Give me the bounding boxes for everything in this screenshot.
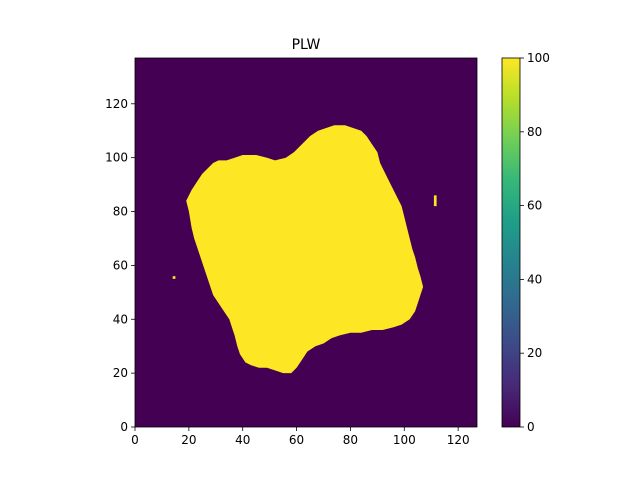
y-tick-label: 80	[113, 205, 128, 219]
heatmap-extra-pixels	[172, 195, 437, 279]
y-tick-label: 100	[105, 151, 128, 165]
colorbar-tick-label: 100	[527, 51, 550, 65]
y-tick-label: 0	[120, 420, 128, 434]
colorbar-ticks: 0 20 40 60 80 100	[520, 51, 550, 434]
colorbar-frame	[501, 57, 521, 428]
x-tick-label: 20	[181, 433, 196, 447]
colorbar: 0 20 40 60 80 100	[501, 51, 550, 434]
x-tick-label: 120	[447, 433, 470, 447]
heatmap-pixel-1	[433, 195, 437, 207]
y-axis: 0 20 40 60 80 100 120	[105, 97, 135, 434]
x-tick-label: 80	[343, 433, 358, 447]
colorbar-tick-label: 60	[527, 199, 542, 213]
y-tick-label: 60	[113, 258, 128, 272]
colorbar-tick-label: 80	[527, 125, 542, 139]
x-tick-label: 60	[289, 433, 304, 447]
plot-frame	[134, 57, 478, 428]
x-tick-label: 100	[393, 433, 416, 447]
y-tick-label: 20	[113, 366, 128, 380]
heatmap-pixel-0	[172, 276, 176, 279]
colorbar-tick-label: 0	[527, 420, 535, 434]
heatmap-region	[186, 125, 424, 374]
colorbar-tick-label: 20	[527, 346, 542, 360]
x-tick-label: 0	[131, 433, 139, 447]
chart-title: PLW	[292, 37, 321, 53]
colorbar-bar	[502, 58, 520, 427]
y-tick-label: 40	[113, 312, 128, 326]
plot-area	[134, 57, 478, 428]
x-axis: 0 20 40 60 80 100 120	[131, 427, 470, 447]
y-tick-label: 120	[105, 97, 128, 111]
x-tick-label: 40	[235, 433, 250, 447]
colorbar-tick-label: 40	[527, 272, 542, 286]
